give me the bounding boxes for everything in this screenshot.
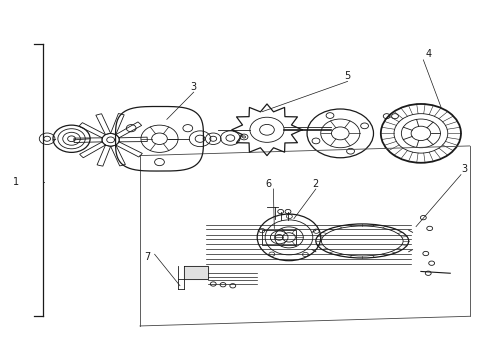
Text: 5: 5 <box>344 71 351 81</box>
Text: 2: 2 <box>313 179 319 189</box>
Text: 6: 6 <box>266 179 271 189</box>
Text: 4: 4 <box>425 49 431 59</box>
Text: 1: 1 <box>13 177 19 187</box>
Text: 3: 3 <box>462 164 468 174</box>
Polygon shape <box>184 266 208 279</box>
Text: 3: 3 <box>191 82 197 92</box>
Text: 7: 7 <box>144 252 150 262</box>
